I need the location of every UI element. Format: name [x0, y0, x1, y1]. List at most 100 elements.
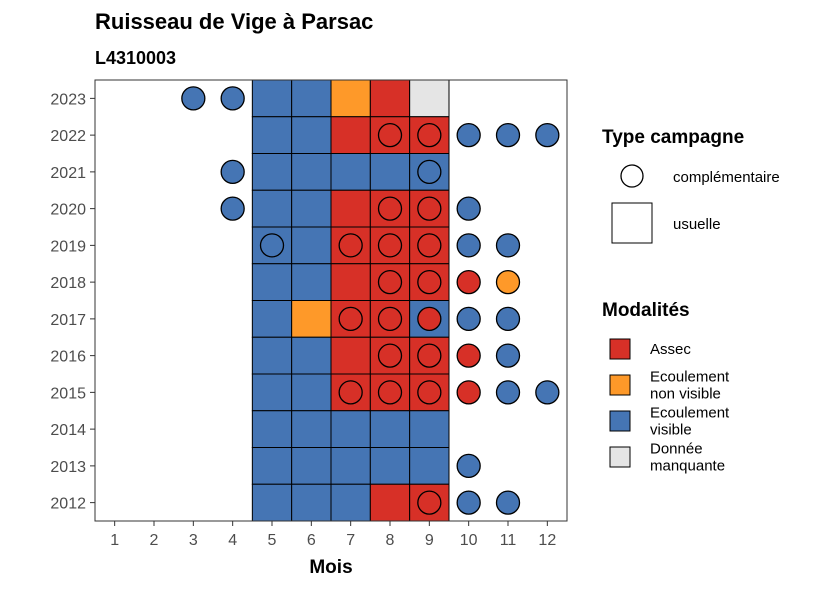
legend-label-ecoulement-non-visible-line-1: Ecoulement — [650, 369, 730, 386]
legend-label-ecoulement-visible-line-2: visible — [650, 422, 692, 439]
x-tick-label-10: 10 — [460, 532, 478, 549]
plot-area — [94, 79, 568, 522]
y-tick-label-2017: 2017 — [50, 312, 86, 329]
x-tick-label-1: 1 — [110, 532, 119, 549]
tile-2021-5 — [251, 153, 293, 191]
point-2019-5 — [259, 233, 285, 258]
y-axis: 2012 2013 2014 2015 2016 2017 2018 2019 2020 2021… — [50, 91, 95, 513]
y-tick-label-2020: 2020 — [50, 202, 86, 219]
tile-2016-5 — [251, 336, 293, 375]
tile-2023-8 — [369, 79, 411, 118]
point-2022-9 — [417, 122, 442, 148]
tile-2020-6 — [291, 189, 332, 228]
x-tick-label-6: 6 — [307, 532, 316, 549]
point-2018-9 — [417, 269, 442, 295]
x-tick-label-4: 4 — [228, 532, 237, 549]
point-2017-8 — [377, 306, 403, 332]
tile-2017-9 — [409, 300, 450, 338]
legend-label-usuelle: usuelle — [673, 216, 721, 233]
point-2015-7 — [338, 380, 363, 405]
legend-label-donnee-manquante-line-2: manquante — [650, 458, 725, 475]
legend-type-title: Type campagne — [602, 127, 744, 148]
tile-2019-8 — [369, 226, 411, 265]
y-tick-label-2022: 2022 — [50, 128, 86, 145]
tile-2013-8 — [369, 447, 411, 485]
y-tick-label-2013: 2013 — [50, 459, 86, 476]
point-2015-12 — [535, 380, 560, 405]
tile-2023-9 — [409, 79, 450, 118]
point-2021-9 — [417, 159, 442, 185]
point-2013-10 — [456, 453, 481, 479]
legend-key-ecoulement-non-visible — [609, 374, 631, 396]
x-axis-label: Mois — [309, 557, 352, 578]
point-2022-8 — [377, 122, 403, 148]
point-2020-8 — [377, 196, 403, 221]
y-tick-label-2021: 2021 — [50, 165, 86, 182]
tile-2012-5 — [251, 483, 293, 522]
legend-label-donnee-manquante-line-1: Donnée — [650, 441, 703, 458]
point-2019-9 — [417, 233, 442, 258]
tile-2018-5 — [251, 263, 293, 301]
point-2015-11 — [495, 380, 521, 405]
x-tick-label-2: 2 — [150, 532, 159, 549]
tile-2021-6 — [291, 153, 332, 191]
x-tick-label-9: 9 — [425, 532, 434, 549]
tile-2023-5 — [251, 79, 293, 118]
tile-2023-6 — [291, 79, 332, 118]
point-2015-10 — [456, 380, 481, 405]
tile-2013-6 — [291, 447, 332, 485]
tile-2015-5 — [251, 373, 293, 412]
y-tick-label-2019: 2019 — [50, 238, 86, 255]
point-2022-11 — [495, 122, 521, 148]
point-2020-9 — [417, 196, 442, 221]
point-2019-7 — [338, 233, 363, 258]
point-2018-11 — [495, 269, 521, 295]
point-2016-8 — [377, 343, 403, 368]
tile-2014-9 — [409, 410, 450, 448]
tile-2014-6 — [291, 410, 332, 448]
x-tick-label-8: 8 — [386, 532, 395, 549]
point-2015-9 — [417, 380, 442, 405]
point-2019-11 — [495, 233, 521, 258]
chart-title: Ruisseau de Vige à Parsac — [95, 9, 373, 34]
tile-2016-7 — [330, 336, 371, 375]
point-2022-10 — [456, 122, 481, 148]
tile-2017-5 — [251, 300, 293, 338]
tile-2020-5 — [251, 189, 293, 228]
legend-label-complementaire: complémentaire — [673, 169, 780, 186]
point-2020-10 — [456, 196, 481, 221]
tile-2012-8 — [369, 483, 411, 522]
tile-2022-5 — [251, 116, 293, 154]
y-tick-label-2023: 2023 — [50, 91, 86, 108]
point-2016-10 — [456, 343, 481, 368]
tile-2018-7 — [330, 263, 371, 301]
point-2021-4 — [220, 159, 245, 185]
tile-2014-8 — [369, 410, 411, 448]
x-tick-label-7: 7 — [346, 532, 355, 549]
y-tick-label-2016: 2016 — [50, 349, 86, 366]
tile-2021-7 — [330, 153, 371, 191]
tile-2013-7 — [330, 447, 371, 485]
point-2019-8 — [377, 233, 403, 258]
x-tick-label-3: 3 — [189, 532, 198, 549]
tile-2013-9 — [409, 447, 450, 485]
tile-2022-6 — [291, 116, 332, 154]
y-tick-label-2015: 2015 — [50, 385, 86, 402]
x-axis: 1 2 3 4 5 6 7 8 9 10 11 12 — [110, 521, 556, 549]
y-tick-label-2012: 2012 — [50, 496, 86, 513]
point-2017-9 — [417, 306, 442, 332]
point-2020-4 — [220, 196, 245, 221]
tile-2013-5 — [251, 447, 293, 485]
tile-2016-6 — [291, 336, 332, 375]
legend-label-ecoulement-visible-line-1: Ecoulement — [650, 405, 730, 422]
x-tick-label-5: 5 — [268, 532, 277, 549]
legend-type-campagne: Type campagne complémentaire usuelle — [602, 127, 780, 244]
legend-label-assec: Assec — [650, 341, 691, 358]
tile-2019-6 — [291, 226, 332, 265]
tile-2012-7 — [330, 483, 371, 522]
panel-border — [94, 79, 568, 522]
point-2022-12 — [535, 122, 560, 148]
point-2012-10 — [456, 490, 481, 515]
point-2018-10 — [456, 269, 481, 295]
y-tick-label-2014: 2014 — [50, 422, 86, 439]
